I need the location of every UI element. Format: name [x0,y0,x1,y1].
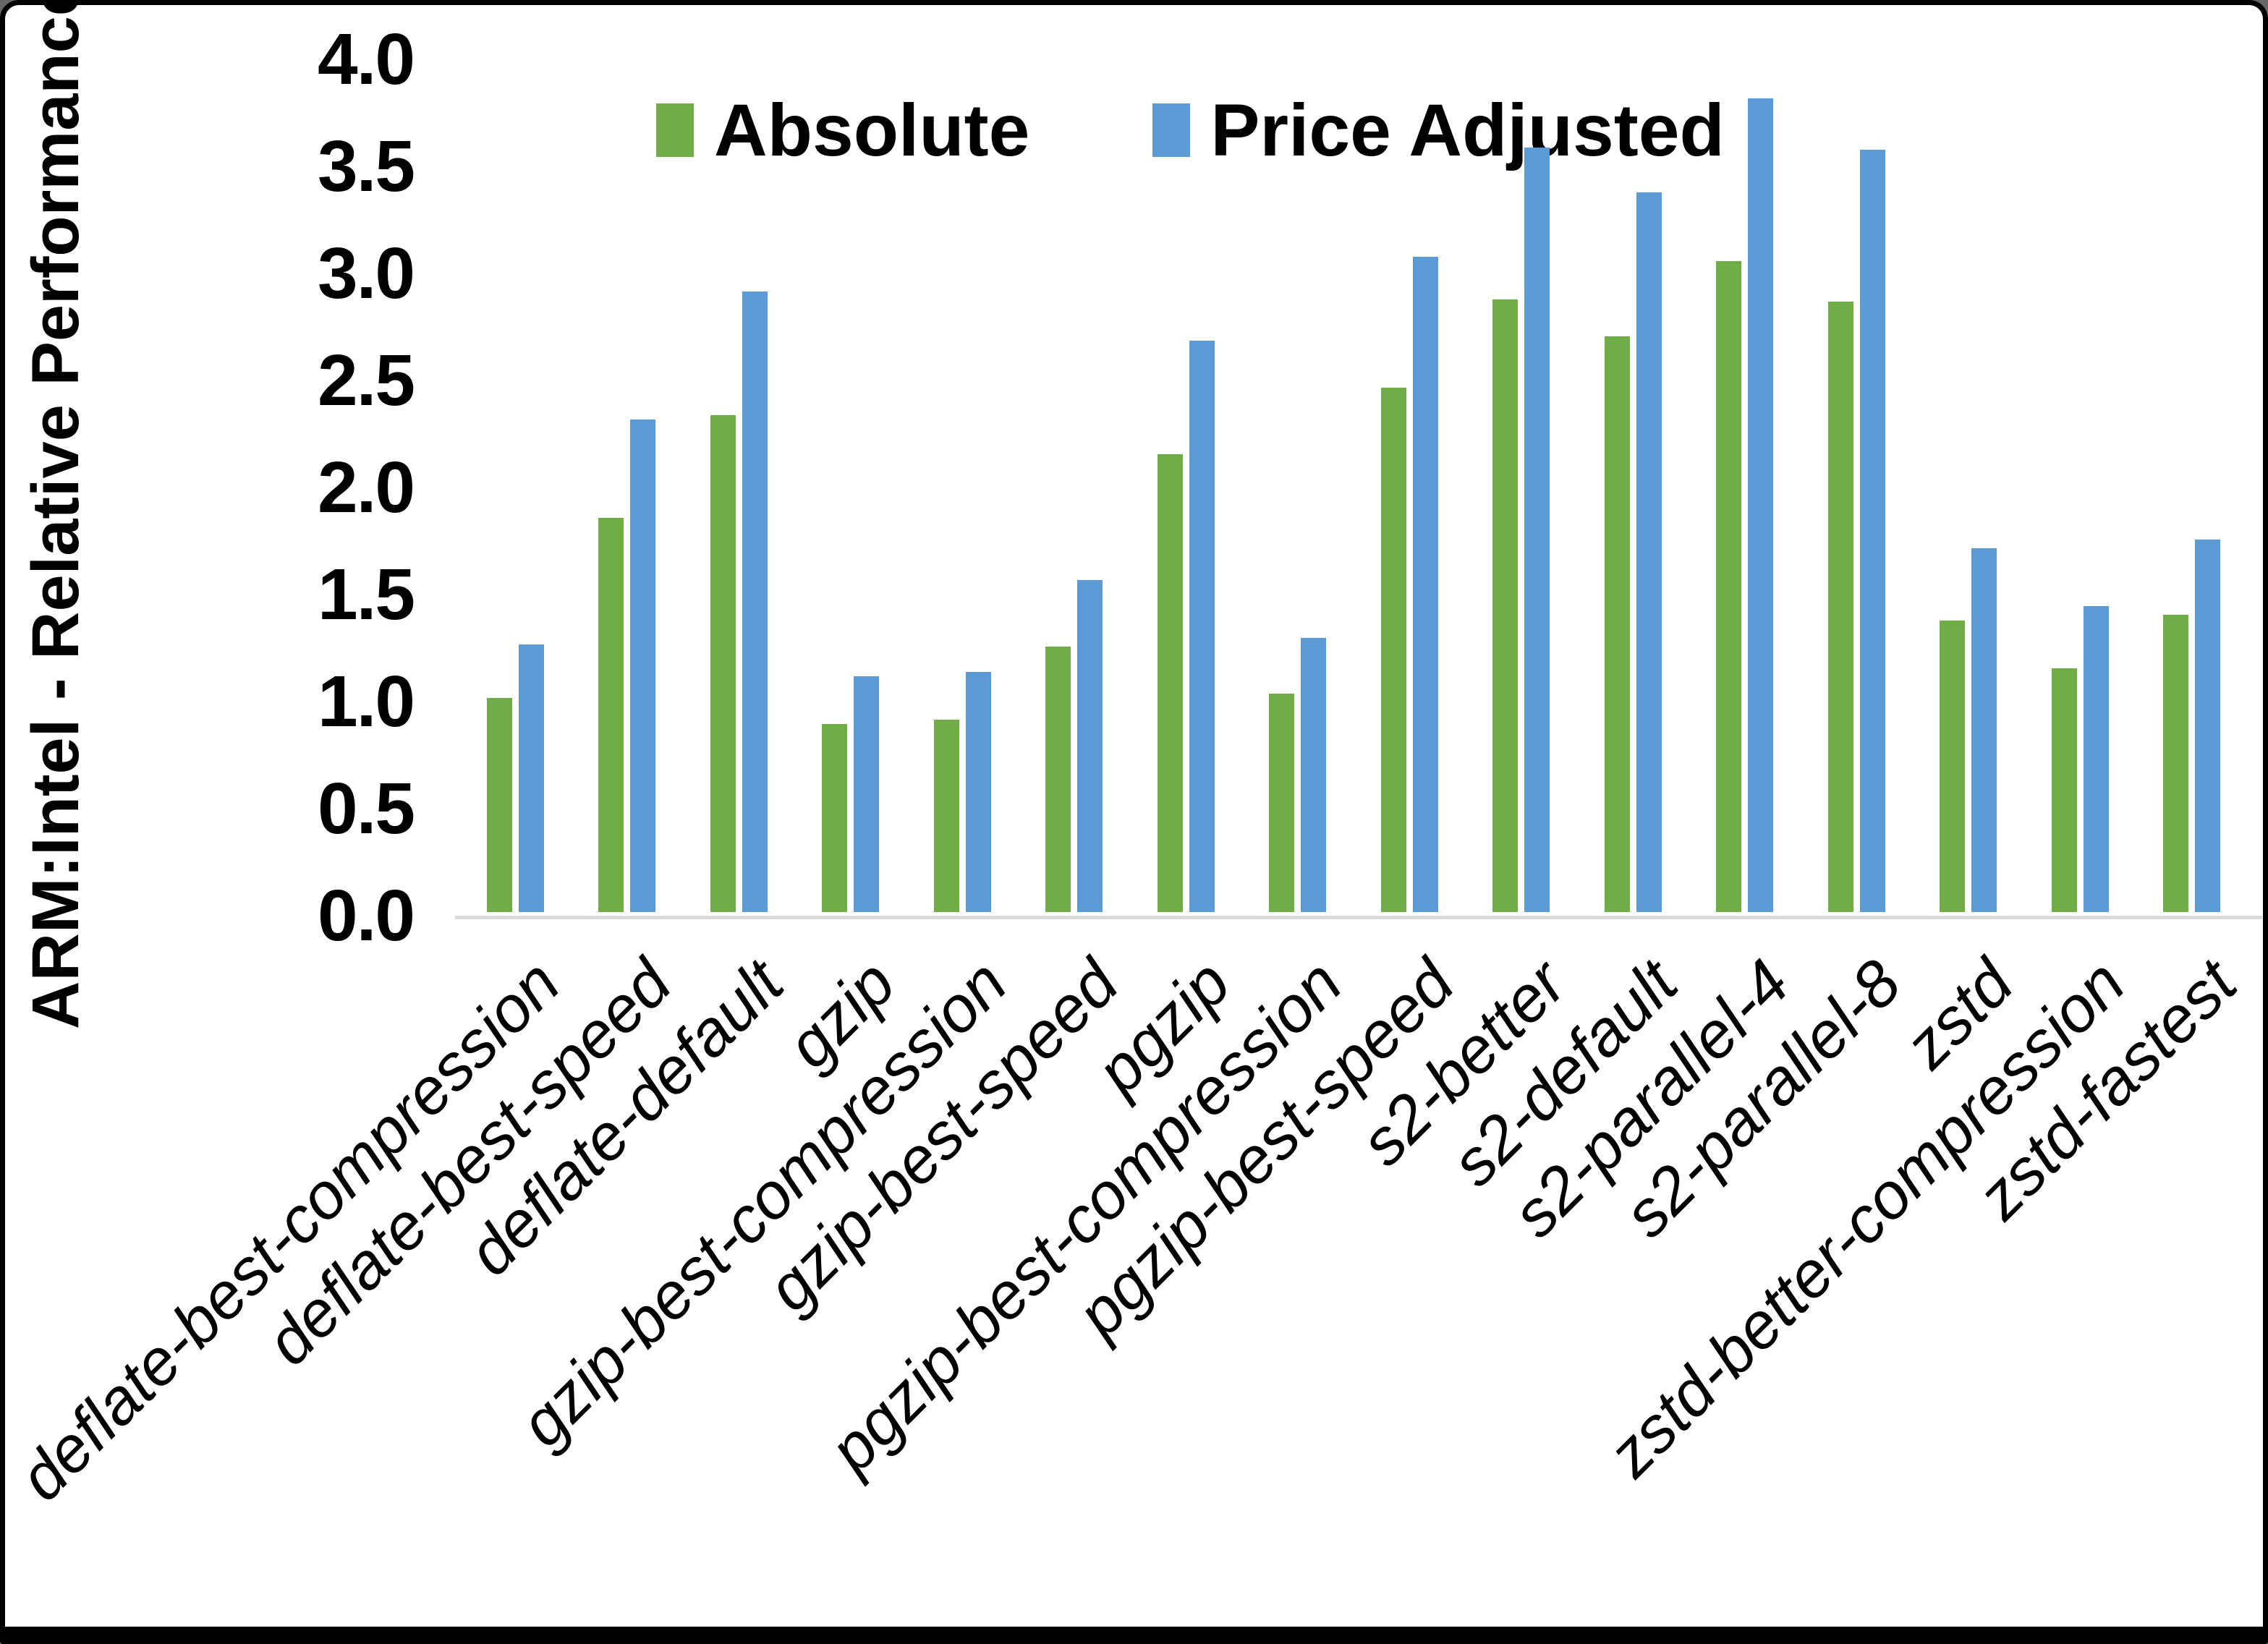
bar-absolute-gzip [822,723,848,912]
bar-price-adjusted-deflate-best-compression [518,644,544,912]
y-tick-label-2.0: 2.0 [317,447,415,528]
legend: Absolute Price Adjusted [656,90,1725,170]
bar-price-adjusted-s2-parallel-8 [1859,150,1885,912]
bar-price-adjusted-zstd [1971,548,1997,912]
bar-price-adjusted-pgzip [1189,340,1215,912]
x-axis-line [455,916,2262,919]
y-tick-label-0.0: 0.0 [317,875,415,956]
bar-price-adjusted-pgzip-best-compression [1301,638,1327,912]
bar-price-adjusted-gzip-best-speed [1077,580,1103,912]
legend-item-price-adjusted: Price Adjusted [1152,89,1725,171]
legend-label: Absolute [714,89,1030,171]
bar-price-adjusted-s2-default [1636,192,1662,912]
legend-swatch-price-adjusted [1152,103,1191,157]
bar-price-adjusted-s2-parallel-4 [1748,98,1774,912]
legend-item-absolute: Absolute [656,90,1029,170]
bar-absolute-gzip-best-compression [933,719,959,912]
bar-price-adjusted-deflate-best-speed [630,419,656,912]
bar-absolute-gzip-best-speed [1045,646,1071,912]
bar-price-adjusted-zstd-better-compression [2083,605,2109,912]
bar-absolute-zstd-fastest [2163,614,2189,912]
y-tick-label-3.0: 3.0 [317,233,415,314]
bar-price-adjusted-s2-better [1524,148,1550,912]
bar-absolute-deflate-best-speed [598,518,624,912]
bar-price-adjusted-zstd-fastest [2195,539,2221,912]
bar-absolute-pgzip-best-speed [1380,387,1406,912]
bar-absolute-s2-default [1604,336,1630,912]
y-tick-label-1.5: 1.5 [317,554,415,635]
legend-swatch-absolute [656,103,694,157]
plot-area [455,59,2262,919]
bar-absolute-s2-better [1492,299,1519,912]
bar-price-adjusted-pgzip-best-speed [1412,257,1438,912]
bar-absolute-s2-parallel-4 [1716,261,1742,912]
bar-absolute-deflate-best-compression [486,698,512,912]
bar-absolute-pgzip-best-compression [1269,694,1295,912]
bar-absolute-pgzip [1157,453,1183,912]
bar-absolute-zstd-better-compression [2051,668,2077,912]
bar-absolute-deflate-default [710,415,736,912]
y-tick-label-2.5: 2.5 [317,340,415,421]
bar-absolute-s2-parallel-8 [1827,302,1853,912]
legend-label: Price Adjusted [1210,89,1725,171]
bar-absolute-zstd [1940,621,1966,912]
bar-price-adjusted-gzip-best-compression [965,672,991,912]
y-axis-title: ARM:Intel - Relative Performance [19,0,93,1029]
bar-price-adjusted-gzip [854,676,880,912]
y-tick-label-4.0: 4.0 [317,19,415,100]
bar-price-adjusted-deflate-default [742,291,768,912]
y-tick-label-1.0: 1.0 [317,661,415,742]
y-tick-label-3.5: 3.5 [317,126,415,207]
y-tick-label-0.5: 0.5 [317,768,415,849]
